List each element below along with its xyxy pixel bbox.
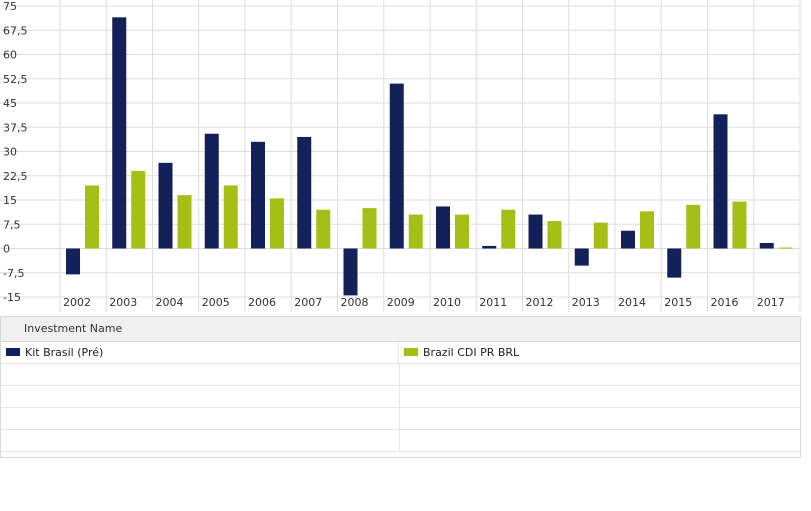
bar-kit-brasil (297, 136, 312, 249)
x-tick-label: 2010 (433, 296, 461, 309)
bar-brazil-cdi (547, 221, 562, 249)
y-tick-label: -7,5 (3, 267, 24, 280)
bar-brazil-cdi (270, 198, 284, 249)
x-tick-label: 2017 (757, 296, 785, 309)
legend-row: Kit Brasil (Pré) Brazil CDI PR BRL (1, 342, 800, 364)
bar-kit-brasil (343, 248, 358, 296)
legend-item-kit-brasil: Kit Brasil (Pré) (1, 342, 399, 363)
y-tick-label: 45 (3, 97, 17, 110)
bar-brazil-cdi (362, 208, 377, 249)
y-tick-label: 22,5 (3, 170, 28, 183)
bar-kit-brasil (759, 243, 774, 249)
legend-header: Investment Name (1, 317, 800, 342)
y-tick-label: 67,5 (3, 24, 28, 37)
bar-brazil-cdi (686, 204, 701, 249)
bar-kit-brasil (482, 245, 497, 249)
y-tick-label: 30 (3, 146, 17, 159)
x-tick-label: 2014 (618, 296, 646, 309)
legend-empty-row (1, 364, 800, 386)
x-tick-label: 2006 (248, 296, 276, 309)
bar-brazil-cdi (223, 185, 238, 249)
y-tick-label: 75 (3, 0, 17, 13)
x-tick-label: 2008 (341, 296, 369, 309)
y-tick-label: 0 (3, 243, 10, 256)
legend-label-brazil-cdi: Brazil CDI PR BRL (423, 346, 520, 359)
legend-table: Investment Name Kit Brasil (Pré) Brazil … (0, 316, 801, 458)
legend-item-brazil-cdi: Brazil CDI PR BRL (399, 342, 800, 363)
legend-swatch-brazil-cdi (404, 348, 418, 356)
x-tick-label: 2004 (156, 296, 184, 309)
bar-brazil-cdi (455, 214, 469, 249)
y-tick-label: 52,5 (3, 73, 28, 86)
x-tick-label: 2011 (479, 296, 507, 309)
legend-empty-row (1, 386, 800, 408)
legend-swatch-kit-brasil (6, 348, 20, 356)
x-tick-label: 2007 (294, 296, 322, 309)
bar-kit-brasil (158, 162, 173, 249)
bar-kit-brasil (204, 133, 219, 249)
legend-label-kit-brasil: Kit Brasil (Pré) (25, 346, 104, 359)
y-tick-label: 37,5 (3, 121, 28, 134)
x-axis-labels: 2002 2003 2004 2005 2006 2007 2008 2009 2010 2011… (63, 296, 785, 309)
x-tick-label: 2002 (63, 296, 91, 309)
bar-brazil-cdi (732, 201, 747, 249)
bar-kit-brasil (667, 248, 682, 278)
bar-kit-brasil (436, 206, 450, 249)
bar-brazil-cdi (85, 185, 99, 249)
bar-brazil-cdi (778, 247, 793, 249)
y-tick-label: 7,5 (3, 218, 21, 231)
y-tick-label: 15 (3, 194, 17, 207)
x-tick-label: 2015 (664, 296, 692, 309)
bar-kit-brasil (66, 248, 80, 275)
x-tick-label: 2013 (572, 296, 600, 309)
bar-kit-brasil (528, 214, 543, 249)
bar-kit-brasil (251, 141, 265, 249)
bar-kit-brasil (112, 17, 127, 249)
bar-brazil-cdi (593, 222, 608, 249)
bar-brazil-cdi (501, 209, 516, 249)
bar-brazil-cdi (177, 195, 192, 249)
y-tick-label: 60 (3, 49, 17, 62)
bar-brazil-cdi (408, 214, 423, 249)
legend-empty-row (1, 408, 800, 430)
bar-kit-brasil (574, 248, 589, 266)
bar-kit-brasil (621, 230, 635, 249)
y-axis-labels: 75 67,5 60 52,5 45 37,5 30 22,5 15 7,5 0 -7,5 -15 (3, 0, 28, 304)
x-tick-label: 2005 (202, 296, 230, 309)
bar-brazil-cdi (316, 209, 331, 249)
bar-brazil-cdi (640, 211, 654, 249)
bar-kit-brasil (389, 83, 404, 249)
x-tick-label: 2003 (109, 296, 137, 309)
bar-kit-brasil (713, 114, 728, 249)
legend-empty-row (1, 430, 800, 452)
bar-brazil-cdi (131, 170, 146, 249)
bar-chart: 75 67,5 60 52,5 45 37,5 30 22,5 15 7,5 0 -7,5 -15 20… (0, 0, 801, 312)
x-tick-label: 2016 (711, 296, 739, 309)
x-tick-label: 2009 (387, 296, 415, 309)
x-tick-label: 2012 (526, 296, 554, 309)
bars (66, 17, 793, 296)
y-tick-label: -15 (3, 291, 21, 304)
